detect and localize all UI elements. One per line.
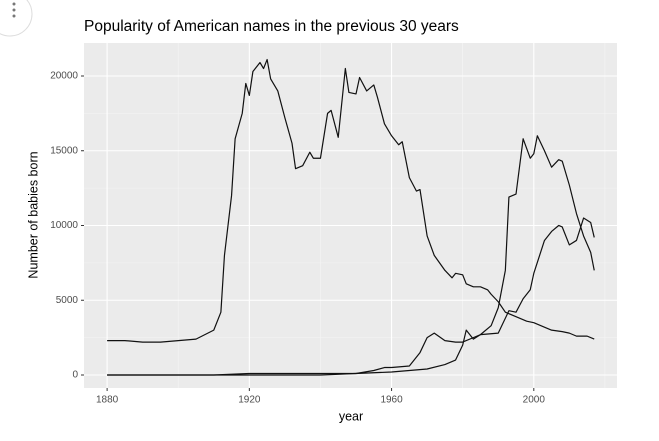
chart-title: Popularity of American names in the prev…	[84, 18, 459, 35]
menu-button[interactable]	[0, 0, 33, 37]
y-tick-label: 20000	[50, 71, 78, 82]
line	[107, 135, 595, 376]
y-tick-label: 0	[72, 370, 78, 381]
line	[107, 217, 595, 376]
y-tick-label: 15000	[50, 145, 78, 156]
x-tick-label: 1960	[380, 395, 403, 406]
x-tick-label: 2000	[523, 395, 546, 406]
x-axis-label: year	[339, 409, 363, 423]
x-tick-label: 1880	[96, 395, 119, 406]
y-tick-label: 5000	[56, 295, 79, 306]
y-axis-label: Number of babies born	[26, 151, 40, 278]
plot-panel	[84, 43, 617, 388]
x-tick-label: 1920	[238, 395, 261, 406]
menu-icon	[12, 2, 16, 18]
y-tick-label: 10000	[50, 220, 78, 231]
line	[107, 58, 595, 343]
